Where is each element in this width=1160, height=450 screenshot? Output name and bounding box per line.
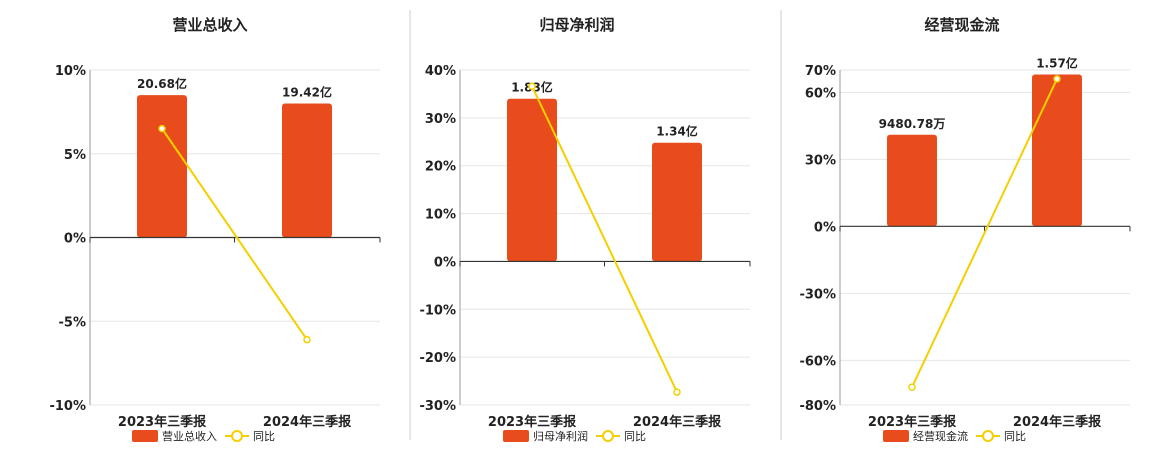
bar-value-label: 19.42亿: [282, 85, 332, 100]
y-tick-label: -60%: [799, 354, 836, 369]
y-tick-label: 5%: [64, 148, 86, 163]
legend-bar-swatch: [883, 430, 909, 442]
y-tick-label: -30%: [799, 287, 836, 302]
legend-line-label: 同比: [624, 430, 646, 443]
y-tick-label: 30%: [805, 153, 836, 168]
x-category-label: 2024年三季报: [1013, 414, 1102, 430]
y-tick-label: 10%: [425, 208, 456, 223]
yoy-point: [1053, 75, 1061, 83]
legend-line-label: 同比: [1004, 430, 1026, 443]
legend-line-marker: [982, 430, 994, 442]
y-tick-label: -10%: [49, 399, 86, 414]
x-category-label: 2023年三季报: [488, 414, 577, 430]
chart-panel-1: 营业总收入 -10% -5% 0% 5% 10% 20.68亿 19.42亿 2023年三季报 2…: [49, 16, 381, 443]
y-tick-label: -30%: [419, 399, 456, 414]
bar: [137, 95, 187, 238]
bar: [1032, 74, 1082, 227]
chart-panel-2: 归母净利润-30%-20%-10%0%10%20%30%40%1.83亿1.34…: [419, 16, 751, 443]
y-tick-label: 0%: [814, 220, 836, 235]
legend-line-label: 同比: [253, 430, 275, 443]
y-tick-label: 20%: [425, 160, 456, 175]
yoy-line: [531, 85, 678, 393]
y-tick-label: -20%: [419, 351, 456, 366]
legend-line-marker: [602, 430, 614, 442]
y-tick-label: -5%: [59, 315, 86, 330]
yoy-point: [158, 124, 166, 133]
bar-value-label: 1.57亿: [1036, 55, 1078, 70]
y-tick-label: -80%: [799, 399, 836, 414]
y-tick-label: 40%: [425, 64, 456, 79]
bar-value-label: 9480.78万: [879, 117, 946, 131]
legend-line-marker: [231, 430, 243, 442]
y-tick-label: 70%: [805, 64, 836, 79]
y-tick-label: 0%: [64, 232, 86, 247]
x-category-label: 2024年三季报: [633, 414, 722, 430]
y-tick-label: 10%: [55, 64, 86, 79]
x-category-label: 2023年三季报: [118, 414, 207, 430]
legend-bar-label: 经营现金流: [913, 429, 968, 443]
bar-value-label: 1.34亿: [656, 124, 698, 139]
y-tick-label: 30%: [425, 112, 456, 127]
y-tick-label: 60%: [805, 86, 836, 101]
bar-value-label: 20.68亿: [137, 76, 187, 91]
yoy-point: [673, 388, 681, 396]
yoy-point: [303, 335, 311, 344]
bar: [282, 103, 332, 238]
x-category-label: 2023年三季报: [868, 414, 957, 430]
legend-bar-swatch: [132, 430, 158, 442]
chart-title: 归母净利润: [539, 16, 614, 34]
legend-bar-label: 归母净利润: [533, 429, 588, 443]
yoy-line: [161, 128, 308, 341]
bar: [507, 98, 557, 262]
legend-bar-swatch: [503, 430, 529, 442]
x-category-label: 2024年三季报: [263, 414, 352, 430]
bar: [887, 134, 937, 227]
yoy-point: [908, 383, 916, 391]
yoy-line: [911, 78, 1058, 388]
chart-panel-3: 经营现金流 -80% -60% -30% 0% 30% 60% 70% 9480.78万 1.57…: [799, 16, 1131, 443]
chart-title: 营业总收入: [172, 16, 247, 34]
legend-bar-label: 营业总收入: [162, 429, 217, 443]
chart-title: 经营现金流: [924, 16, 999, 34]
bar: [652, 142, 702, 262]
y-tick-label: -10%: [419, 303, 456, 318]
y-tick-label: 0%: [434, 255, 456, 270]
yoy-point: [528, 82, 536, 91]
